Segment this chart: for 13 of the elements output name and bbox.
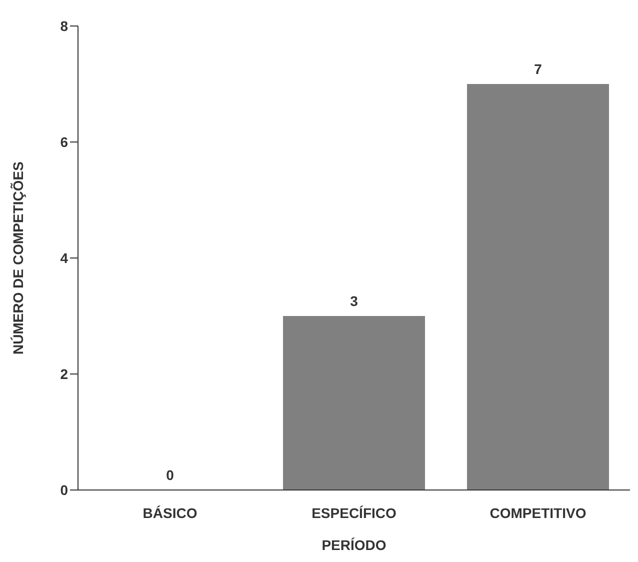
- data-label: 0: [166, 467, 174, 483]
- x-axis-title: PERÍODO: [322, 537, 386, 553]
- y-tick-label: 0: [60, 482, 68, 498]
- data-label: 3: [350, 293, 358, 309]
- y-tick-label: 6: [60, 134, 68, 150]
- x-tick-label: COMPETITIVO: [490, 504, 586, 521]
- y-tick-label: 8: [60, 18, 68, 34]
- y-axis-title: NÚMERO DE COMPETIÇÕES: [10, 162, 26, 354]
- y-tick-label: 4: [60, 250, 68, 266]
- data-label: 7: [534, 61, 542, 77]
- x-tick-label: BÁSICO: [142, 504, 198, 521]
- y-tick-label: 2: [60, 366, 68, 382]
- x-tick-label: ESPECÍFICO: [312, 504, 397, 521]
